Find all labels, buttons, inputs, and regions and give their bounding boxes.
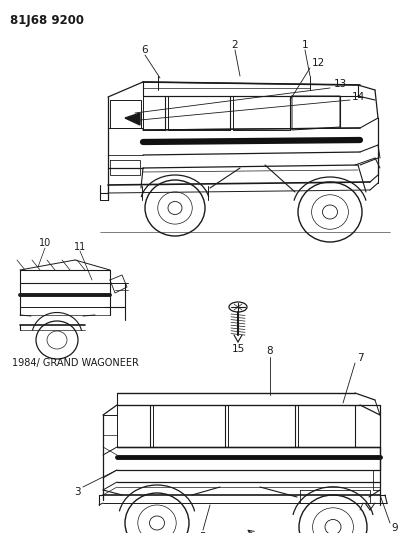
Text: 12: 12	[311, 58, 325, 68]
Text: 2: 2	[232, 40, 238, 50]
Text: 5: 5	[200, 532, 206, 533]
Text: 6: 6	[142, 45, 148, 55]
Text: 9: 9	[392, 523, 398, 533]
Text: 7: 7	[357, 353, 363, 363]
Polygon shape	[125, 113, 140, 125]
Text: 15: 15	[231, 344, 245, 354]
Text: 81J68 9200: 81J68 9200	[10, 14, 84, 27]
Text: 13: 13	[334, 79, 347, 89]
Text: 10: 10	[39, 238, 51, 248]
Text: 14: 14	[351, 92, 365, 102]
Text: 1984/ GRAND WAGONEER: 1984/ GRAND WAGONEER	[12, 358, 139, 368]
Text: 1: 1	[302, 40, 308, 50]
Text: 3: 3	[74, 487, 80, 497]
Text: 8: 8	[267, 346, 273, 356]
Text: 11: 11	[74, 242, 86, 252]
